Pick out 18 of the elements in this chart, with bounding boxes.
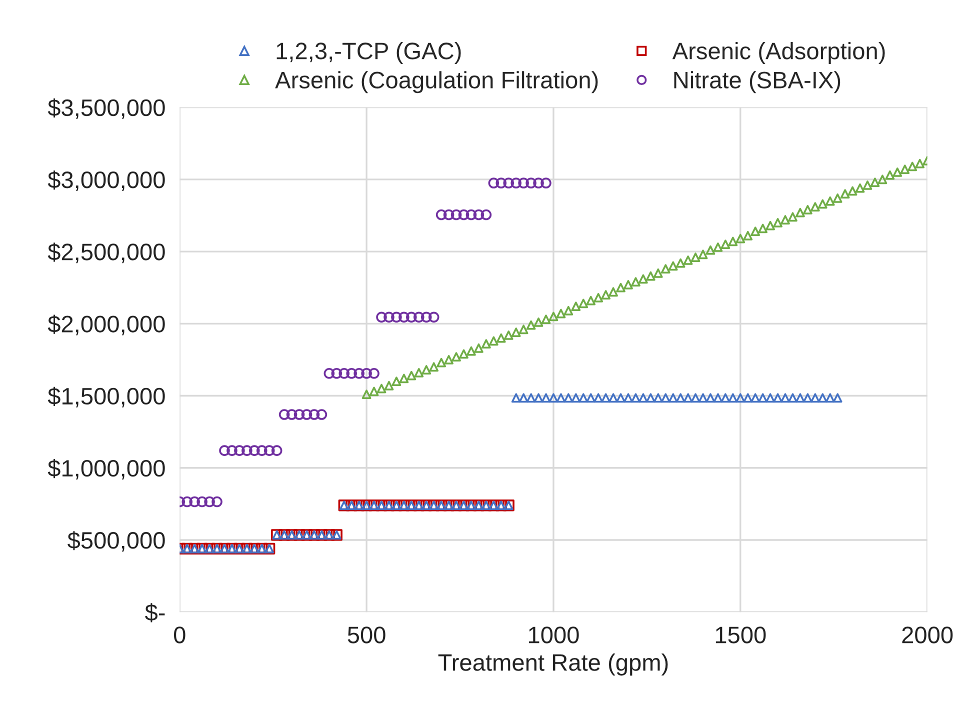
x-tick-label: 1000 [529,626,579,644]
x-tick-label: 500 [348,626,386,644]
x-axis-title: Treatment Rate (gpm) [438,654,668,676]
legend-label: 1,2,3,-TCP (GAC) [276,42,461,64]
legend-label: Arsenic (Adsorption) [672,42,885,64]
y-tick-label: $500,000 [68,531,165,552]
x-tick-label: 2000 [902,626,953,644]
y-tick-label: $2,500,000 [48,242,165,264]
legend-label: Nitrate (SBA-IX) [674,71,840,94]
y-tick-label: $1,000,000 [48,458,165,480]
y-tick-label: $3,000,000 [48,170,165,191]
legend-label: Arsenic (Coagulation Filtration) [275,71,598,94]
x-tick-label: 1500 [716,626,766,644]
y-tick-label: $2,000,000 [48,314,165,336]
y-tick-label: $3,500,000 [48,98,165,119]
x-tick-label: 0 [174,626,186,644]
y-tick-label: $- [145,603,165,622]
y-tick-label: $1,500,000 [48,386,165,408]
